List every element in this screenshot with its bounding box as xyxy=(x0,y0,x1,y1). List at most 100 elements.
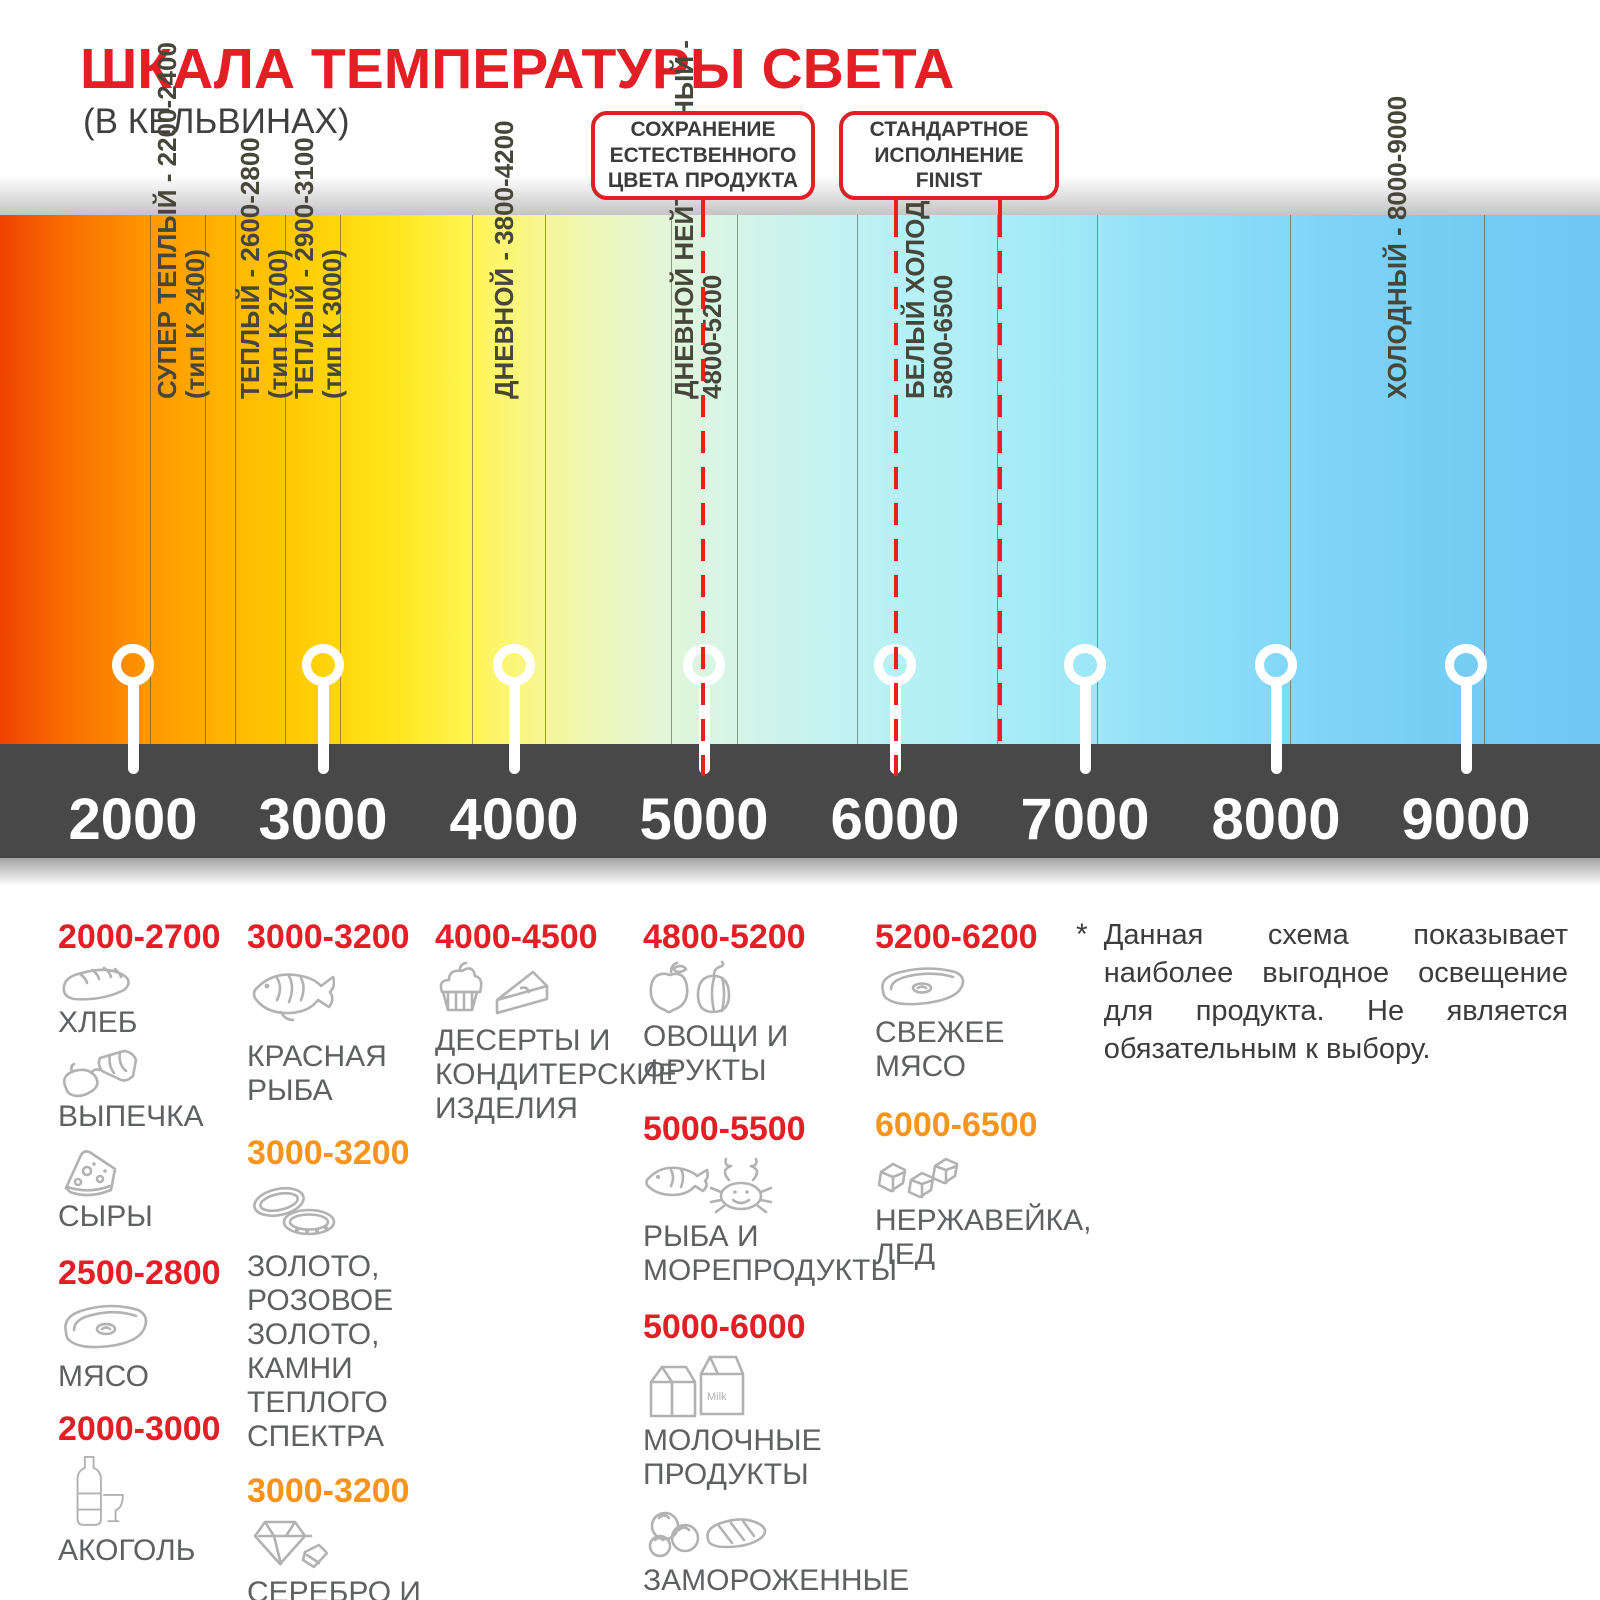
zone-label-line: ТЕПЛЫЙ - 2900-3100 xyxy=(289,137,319,399)
gridline xyxy=(737,215,738,744)
gridline xyxy=(1097,215,1098,744)
range-badge: 4000-4500 xyxy=(435,918,598,956)
gridline xyxy=(150,215,151,744)
tick-8000: 8000 xyxy=(1211,787,1341,852)
product-column-3: 4000-4500 ДЕСЕРТЫ И КОНДИТЕРСКИЕ ИЗДЕЛИЯ xyxy=(435,918,685,1126)
marker-stem-3000 xyxy=(317,680,329,774)
dashed-line-6000k xyxy=(894,215,898,776)
gridline xyxy=(1484,215,1485,744)
gridline xyxy=(545,215,546,744)
product-column-1: 2000-2700 ХЛЕБ ВЫПЕЧКА СЫРЫ 2500-2800 МЯ… xyxy=(58,918,248,1568)
gridline xyxy=(671,215,672,744)
footnote-asterisk: * xyxy=(1076,918,1088,951)
marker-stem-7000 xyxy=(1079,680,1091,774)
zone-label-cold: ХОЛОДНЫЙ - 8000-9000 xyxy=(1382,95,1412,399)
marker-stem-8000 xyxy=(1270,680,1282,774)
gridline xyxy=(1290,215,1291,744)
gridline xyxy=(857,215,858,744)
color-temperature-spectrum xyxy=(0,215,1600,744)
tick-9000: 9000 xyxy=(1401,787,1531,852)
callout-natural-color: СОХРАНЕНИЕ ЕСТЕСТВЕННОГО ЦВЕТА ПРОДУКТА xyxy=(591,111,815,200)
range-badge: 5000-6000 xyxy=(643,1308,806,1346)
zone-label-line: ТЕПЛЫЙ - 2600-2800 xyxy=(235,137,265,399)
dashed-line-5000k xyxy=(701,215,705,776)
product-label: ЗОЛОТО, РОЗОВОЕ ЗОЛОТО, КАМНИ ТЕПЛОГО СП… xyxy=(247,1250,394,1453)
meat-icon xyxy=(64,1304,148,1349)
bottom-shadow-band xyxy=(0,858,1600,886)
callout-stem xyxy=(998,198,1002,217)
footnote-text: Данная схема показывает наиболее выгодно… xyxy=(1103,919,1568,1065)
page-title: ШКАЛА ТЕМПЕРАТУРЫ СВЕТА xyxy=(80,37,955,101)
dashed-line-6500k xyxy=(998,215,1002,744)
callout-finist-standard: СТАНДАРТНОЕ ИСПОЛНЕНИЕ FINIST xyxy=(839,111,1059,200)
product-label: ДЕСЕРТЫ И КОНДИТЕРСКИЕ ИЗДЕЛИЯ xyxy=(435,1024,678,1125)
fresh-meat-icon xyxy=(881,967,965,1006)
product-label: РЫБА И МОРЕПРОДУКТЫ xyxy=(643,1220,898,1287)
product-label: КРАСНАЯ РЫБА xyxy=(247,1040,387,1107)
tick-6000: 6000 xyxy=(830,787,960,852)
zone-label-line: ДНЕВНОЙ - 3800-4200 xyxy=(489,120,519,399)
dessert-icon xyxy=(439,961,549,1015)
product-label: ХЛЕБ xyxy=(58,1006,138,1039)
zone-label-line: (тип К 2400) xyxy=(180,249,210,399)
zone-label-daylight-neutral: ДНЕВНОЙ НЕЙТРАЛЬНЫЙ - 4800-5200 xyxy=(669,40,727,399)
marker-stem-2000 xyxy=(127,680,139,774)
range-badge: 3000-3200 xyxy=(247,1472,410,1510)
page-subtitle: (В КЕЛЬВИНАХ) xyxy=(83,102,350,141)
gridline xyxy=(285,215,286,744)
tick-4000: 4000 xyxy=(449,787,579,852)
product-label: ЗАМОРОЖЕННЫЕ ПОЛУФАБРИКАТЫ xyxy=(643,1564,910,1600)
cheese-icon xyxy=(64,1150,117,1197)
product-label: СЫРЫ xyxy=(58,1200,153,1233)
diamond-icon xyxy=(253,1520,329,1569)
tick-7000: 7000 xyxy=(1020,787,1150,852)
fish-icon xyxy=(252,973,335,1022)
range-badge: 5000-5500 xyxy=(643,1110,806,1148)
gridline xyxy=(472,215,473,744)
vegetables-icon xyxy=(649,960,731,1014)
rings-icon xyxy=(253,1186,336,1236)
product-label: АКОГОЛЬ xyxy=(58,1534,196,1567)
gridline xyxy=(340,215,341,744)
zone-label-line: ХОЛОДНЫЙ - 8000-9000 xyxy=(1382,95,1412,399)
product-label: СЕРЕБРО И БРИЛЛИАНТЫ xyxy=(247,1576,421,1600)
callout-stem xyxy=(701,198,705,217)
croissant-icon xyxy=(62,1049,138,1098)
bread-icon xyxy=(62,966,130,1001)
range-badge: 6000-6500 xyxy=(875,1106,1038,1144)
range-badge: 2000-3000 xyxy=(58,1410,221,1448)
marker-stem-9000 xyxy=(1460,680,1472,774)
milk-icon: Milk xyxy=(649,1355,745,1418)
product-label: НЕРЖАВЕЙКА, ЛЕД xyxy=(875,1204,1092,1271)
range-badge: 4800-5200 xyxy=(643,918,806,956)
tick-5000: 5000 xyxy=(639,787,769,852)
gridline xyxy=(205,215,206,744)
zone-label-daylight: ДНЕВНОЙ - 3800-4200 xyxy=(489,120,519,399)
zone-label-warm-3000: ТЕПЛЫЙ - 2900-3100 (тип К 3000) xyxy=(289,137,347,399)
product-label: МЯСО xyxy=(58,1360,149,1393)
product-column-4: 4800-5200 ОВОЩИ И ФРУКТЫ 5000-5500 РЫБА … xyxy=(643,918,963,1600)
product-label: ВЫПЕЧКА xyxy=(58,1100,204,1133)
fish-crab-icon xyxy=(645,1157,773,1214)
range-badge: 3000-3200 xyxy=(247,918,410,956)
callout-stem xyxy=(894,198,898,217)
range-badge: 3000-3200 xyxy=(247,1134,410,1172)
ice-cubes-icon xyxy=(877,1157,959,1199)
range-badge: 2500-2800 xyxy=(58,1254,221,1292)
product-label: МОЛОЧНЫЕ ПРОДУКТЫ xyxy=(643,1424,822,1491)
zone-label-line: ДНЕВНОЙ НЕЙТРАЛЬНЫЙ - xyxy=(669,40,699,399)
zone-label-warm-2700: ТЕПЛЫЙ - 2600-2800 (тип К 2700) xyxy=(235,137,293,399)
product-column-2: 3000-3200 КРАСНАЯ РЫБА 3000-3200 ЗОЛОТО,… xyxy=(247,918,492,1600)
kelvin-axis-bar xyxy=(0,744,1600,858)
alcohol-icon xyxy=(76,1455,124,1526)
zone-label-line: (тип К 3000) xyxy=(317,249,347,399)
zone-label-line: (тип К 2700) xyxy=(263,249,293,399)
marker-stem-4000 xyxy=(508,680,520,774)
range-badge: 5200-6200 xyxy=(875,918,1038,956)
zone-label-line: СУПЕР ТЕПЛЫЙ - 2200-2400 xyxy=(152,42,182,399)
gridline xyxy=(997,215,998,744)
footnote: * Данная схема показывает наиболее выгод… xyxy=(1076,916,1568,1068)
frozen-food-icon xyxy=(648,1511,767,1558)
product-label: ОВОЩИ И ФРУКТЫ xyxy=(643,1020,789,1087)
